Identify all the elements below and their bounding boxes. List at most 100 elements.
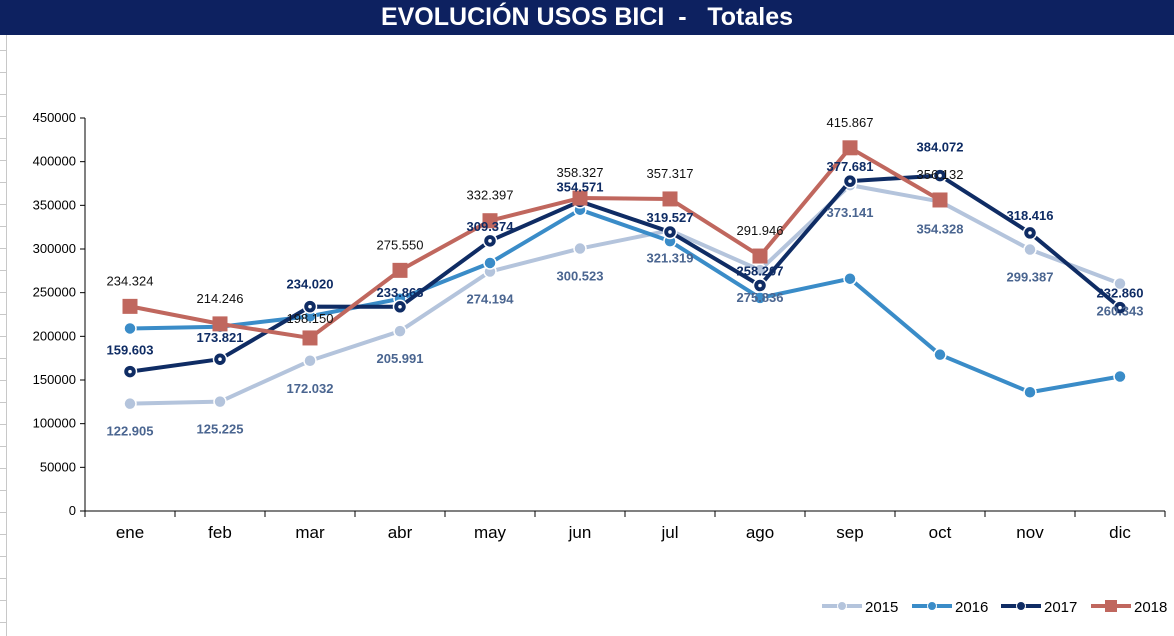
data-label-2015: 299.387 — [1007, 270, 1054, 285]
data-label-2017: 234.020 — [287, 277, 334, 292]
row-tick — [0, 248, 6, 249]
data-label-2018: 357.317 — [647, 166, 694, 181]
marker-2018 — [302, 330, 318, 346]
data-label-2017: 233.863 — [377, 285, 424, 300]
x-tick-label: jun — [568, 523, 592, 542]
marker-dot-2017 — [308, 304, 312, 309]
marker-2018 — [122, 298, 138, 314]
marker-2018 — [572, 190, 588, 206]
row-tick — [0, 270, 6, 271]
marker-2015 — [303, 354, 317, 368]
row-tick — [0, 226, 6, 227]
row-tick — [0, 50, 6, 51]
data-label-2017: 384.072 — [917, 140, 964, 155]
row-tick — [0, 358, 6, 359]
data-label-2015: 275.836 — [737, 290, 784, 305]
data-label-2015: 321.319 — [647, 250, 694, 265]
marker-2015 — [393, 324, 407, 338]
marker-2016 — [1023, 385, 1037, 399]
data-label-2018: 356.132 — [917, 167, 964, 182]
row-tick — [0, 116, 6, 117]
row-tick — [0, 468, 6, 469]
marker-2016 — [933, 347, 947, 362]
marker-2018 — [932, 192, 948, 208]
legend-label-2015: 2015 — [865, 599, 898, 616]
data-label-2015: 373.141 — [827, 205, 874, 220]
marker-dot-2017 — [848, 179, 852, 183]
marker-2015 — [573, 241, 587, 256]
marker-2015 — [753, 263, 767, 277]
x-tick-label: feb — [208, 523, 232, 542]
data-label-2015: 205.991 — [377, 351, 424, 366]
y-tick-label: 100000 — [33, 416, 76, 431]
marker-2018 — [392, 262, 408, 278]
data-label-2018: 214.246 — [197, 291, 244, 306]
y-tick-label: 200000 — [33, 328, 76, 343]
row-tick — [0, 314, 6, 315]
data-label-2015: 300.523 — [557, 269, 604, 284]
row-tick — [0, 336, 6, 337]
y-tick-label: 450000 — [33, 110, 76, 125]
row-tick — [0, 600, 6, 601]
marker-dot-2017 — [488, 239, 492, 243]
legend-marker-2015 — [837, 601, 847, 611]
row-tick — [0, 622, 6, 623]
row-tick — [0, 204, 6, 205]
marker-2018 — [662, 191, 678, 207]
data-label-2018: 198.150 — [287, 311, 334, 326]
series-line-2016 — [129, 207, 1121, 395]
y-tick-label: 0 — [69, 503, 76, 518]
marker-2015 — [1113, 276, 1127, 291]
series-line-2015 — [129, 183, 1121, 406]
data-label-2015: 260.343 — [1097, 304, 1144, 319]
row-tick — [0, 380, 6, 381]
row-tick — [0, 446, 6, 447]
legend-marker-2017 — [1016, 601, 1026, 611]
data-label-2018: 332.397 — [467, 188, 514, 203]
row-header-strip — [0, 35, 7, 636]
marker-2015 — [123, 396, 137, 411]
data-label-2017: 173.821 — [197, 330, 244, 345]
series-line-2018 — [129, 145, 942, 340]
y-tick-label: 250000 — [33, 285, 76, 300]
row-tick — [0, 578, 6, 579]
x-tick-label: sep — [836, 523, 863, 542]
y-tick-label: 300000 — [33, 241, 76, 256]
row-tick — [0, 534, 6, 535]
x-tick-label: abr — [388, 523, 413, 542]
row-tick — [0, 402, 6, 403]
marker-2018 — [842, 140, 858, 156]
marker-dot-2017 — [1118, 305, 1122, 310]
x-tick-label: may — [474, 523, 507, 542]
marker-dot-2017 — [398, 304, 402, 309]
marker-2016 — [1113, 369, 1127, 384]
row-tick — [0, 556, 6, 557]
marker-dot-2017 — [938, 173, 942, 178]
y-tick-label: 400000 — [33, 154, 76, 169]
row-tick — [0, 182, 6, 183]
x-tick-label: oct — [929, 523, 952, 542]
data-label-2015: 172.032 — [287, 381, 334, 396]
row-tick — [0, 424, 6, 425]
marker-2016 — [123, 321, 137, 336]
row-tick — [0, 72, 6, 73]
data-label-2017: 318.416 — [1007, 208, 1054, 223]
legend-label-2016: 2016 — [955, 599, 988, 616]
row-tick — [0, 94, 6, 95]
marker-2018 — [482, 213, 498, 229]
data-label-2017: 232.860 — [1097, 286, 1144, 301]
row-tick — [0, 160, 6, 161]
line-chart: 0 50000 100000 150000 200000 250000 300000 3500… — [33, 110, 1168, 616]
legend-marker-2016 — [927, 601, 937, 611]
marker-2016 — [843, 271, 857, 286]
data-label-2017: 377.681 — [827, 159, 874, 174]
marker-2016 — [483, 256, 497, 270]
data-label-2015: 274.194 — [467, 292, 515, 307]
marker-dot-2017 — [1028, 231, 1032, 235]
y-tick-label: 150000 — [33, 372, 76, 387]
data-label-2017: 319.527 — [647, 210, 694, 225]
data-label-2018: 234.324 — [107, 273, 154, 288]
data-label-2015: 125.225 — [197, 422, 244, 437]
data-label-2018: 291.946 — [737, 223, 784, 238]
data-label-2017: 354.571 — [557, 179, 604, 194]
